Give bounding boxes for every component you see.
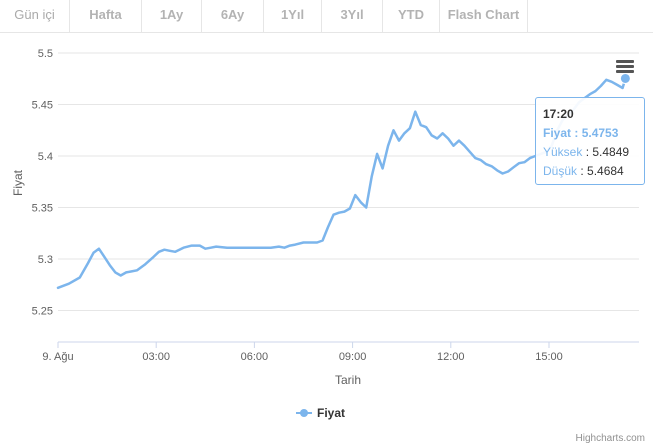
y-tick-label: 5.45 — [32, 100, 53, 112]
chart-svg: 5.25 5.3 5.35 5.4 5.45 5.5 9. Ağu 03:00 06:00 09:… — [11, 48, 639, 420]
menu-bar — [616, 65, 634, 68]
tab-ytd[interactable]: YTD — [383, 0, 440, 32]
y-tick-label: 5.5 — [38, 48, 53, 60]
tooltip-time: 17:20 — [543, 107, 574, 121]
x-tick-label: 09:00 — [339, 351, 367, 363]
tooltip-fiyat: Fiyat : 5.4753 — [543, 126, 619, 140]
tooltip-dusuk-label: Düşük — [543, 164, 578, 178]
y-tick-label: 5.4 — [38, 151, 53, 163]
tab-week[interactable]: Hafta — [70, 0, 142, 32]
tooltip-dusuk: Düşük : 5.4684 — [543, 164, 624, 178]
x-tick-label: 9. Ağu — [42, 351, 73, 363]
x-tick-label: 15:00 — [535, 351, 563, 363]
tooltip-yuksek: Yüksek : 5.4849 — [543, 145, 630, 159]
x-axis-title: Tarih — [335, 373, 361, 387]
hover-point-marker — [619, 72, 631, 84]
y-axis-title: Fiyat — [11, 169, 25, 196]
legend[interactable]: Fiyat — [296, 406, 345, 420]
tooltip-yuksek-label: Yüksek — [543, 145, 583, 159]
menu-bar — [616, 60, 634, 63]
tab-6-months[interactable]: 6Ay — [202, 0, 264, 32]
tooltip-fiyat-value: 5.4753 — [581, 126, 619, 140]
y-tick-label: 5.25 — [32, 306, 53, 318]
x-tick-label: 06:00 — [241, 351, 269, 363]
y-tick-label: 5.35 — [32, 203, 53, 215]
grid-lines — [58, 52, 639, 311]
tooltip-fiyat-label: Fiyat — [543, 126, 572, 140]
tab-1-month[interactable]: 1Ay — [142, 0, 202, 32]
x-tick-label: 03:00 — [142, 351, 170, 363]
chart-menu-icon[interactable] — [612, 58, 638, 80]
credits-link[interactable]: Highcharts.com — [575, 433, 645, 444]
tab-flash-chart[interactable]: Flash Chart — [440, 0, 528, 32]
tab-1-year[interactable]: 1Yıl — [264, 0, 322, 32]
chart-tooltip: 17:20 Fiyat : 5.4753 Yüksek : 5.4849 Düş… — [535, 97, 645, 185]
tab-3-years[interactable]: 3Yıl — [322, 0, 383, 32]
period-tabs: Gün içi Hafta 1Ay 6Ay 1Yıl 3Yıl YTD Flas… — [0, 0, 653, 33]
x-tick-label: 12:00 — [437, 351, 465, 363]
legend-marker — [300, 409, 308, 417]
menu-bar — [616, 70, 634, 73]
y-tick-label: 5.3 — [38, 254, 53, 266]
legend-item-fiyat[interactable]: Fiyat — [317, 406, 345, 420]
tooltip-dusuk-value: 5.4684 — [587, 164, 624, 178]
price-chart: 5.25 5.3 5.35 5.4 5.45 5.5 9. Ağu 03:00 06:00 09:… — [0, 33, 653, 447]
tab-intraday[interactable]: Gün içi — [0, 0, 70, 32]
axes: 5.25 5.3 5.35 5.4 5.45 5.5 9. Ağu 03:00 06:00 09:… — [32, 48, 639, 363]
tooltip-yuksek-value: 5.4849 — [592, 145, 630, 159]
